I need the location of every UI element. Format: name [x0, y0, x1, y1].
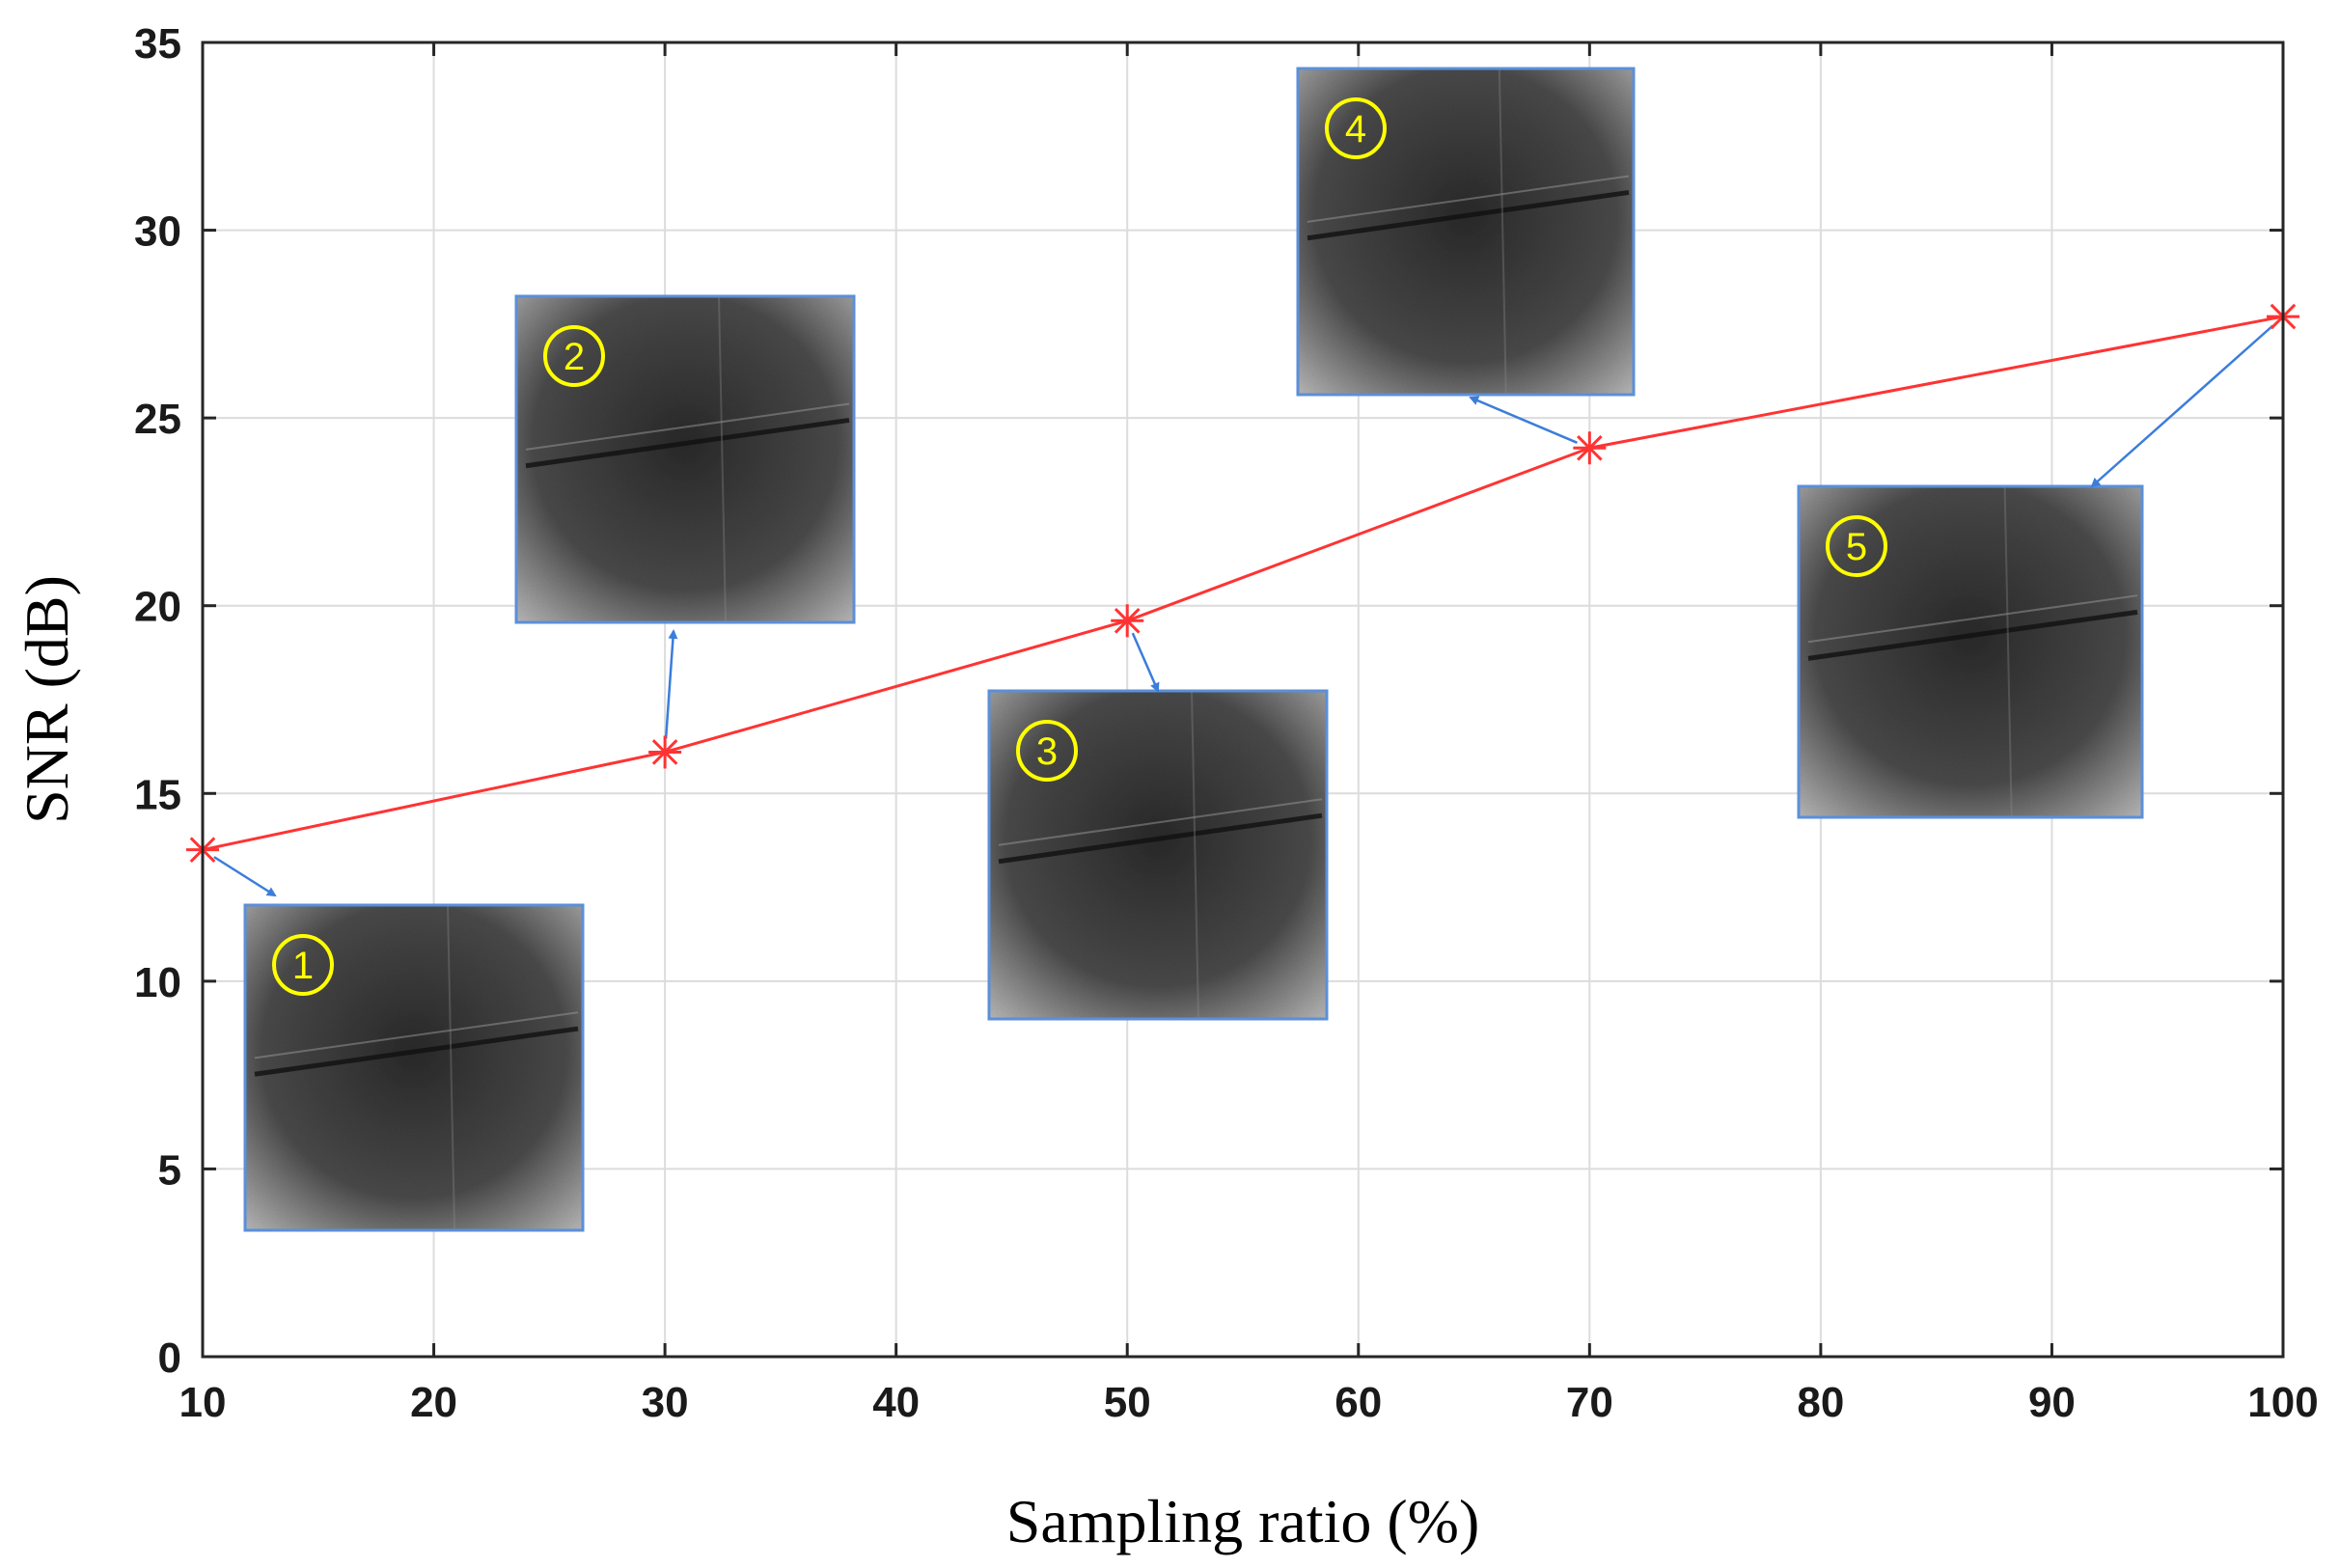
plot-frame [201, 41, 2285, 1359]
inset-arrow [2090, 324, 2274, 488]
inset-badge [272, 934, 334, 996]
inset-seam [1191, 690, 1199, 1020]
y-tick-label: 35 [134, 20, 181, 68]
inset-4: 4 [1296, 67, 1636, 397]
marker-stroke [1114, 607, 1141, 634]
inset-crack [525, 417, 850, 469]
y-tick-label: 10 [134, 959, 181, 1006]
inset-badge [1325, 97, 1387, 159]
inset-badge-label: 1 [292, 945, 314, 987]
x-tick-label: 60 [1335, 1379, 1382, 1426]
inset-arrow [1131, 632, 1160, 693]
y-tick-label: 30 [134, 208, 181, 256]
inset-border [243, 903, 585, 1232]
x-tick-label: 10 [179, 1379, 227, 1426]
y-tick-label: 20 [134, 584, 181, 631]
inset-badge [543, 325, 605, 387]
inset-3: 3 [987, 689, 1329, 1021]
inset-seam [2003, 485, 2013, 818]
x-axis-title: Sampling ratio (%) [1006, 1487, 1480, 1555]
inset-2: 2 [514, 294, 856, 624]
inset-crack-edge [1307, 175, 1630, 223]
inset-5: 5 [1797, 484, 2144, 819]
x-tick-label: 40 [872, 1379, 920, 1426]
x-tick-label: 70 [1566, 1379, 1613, 1426]
marker-stroke [1577, 434, 1603, 461]
inset-arrow [213, 856, 277, 897]
snr-point [1573, 431, 1607, 465]
inset-crack [1807, 609, 2138, 661]
inset-1: 1 [243, 903, 585, 1232]
x-tick-label: 30 [642, 1379, 689, 1426]
inset-crack [998, 812, 1323, 865]
inset-arrows [213, 324, 2274, 897]
inset-badge-label: 4 [1345, 108, 1366, 151]
inset-crack-edge [525, 402, 850, 451]
x-tick-label: 100 [2247, 1379, 2318, 1426]
inset-crack [1307, 189, 1630, 241]
inset-border [1797, 484, 2144, 819]
x-tick-label: 90 [2028, 1379, 2076, 1426]
inset-badge-label: 2 [564, 336, 585, 378]
x-tick-label: 50 [1104, 1379, 1151, 1426]
x-tick-label: 20 [410, 1379, 457, 1426]
inset-badge [1826, 515, 1887, 577]
inset-badge-label: 3 [1036, 730, 1058, 773]
y-axis-title: SNR (dB) [13, 575, 81, 824]
inset-badge-label: 5 [1846, 526, 1867, 568]
y-tick-label: 15 [134, 771, 181, 818]
inset-crack-edge [998, 798, 1323, 846]
inset-border [514, 294, 856, 624]
inset-arrow [664, 629, 678, 739]
inset-badge [1016, 720, 1078, 782]
inset-crack-edge [1807, 594, 2138, 644]
inset-seam [447, 904, 455, 1231]
marker-stroke [651, 739, 678, 765]
x-tick-label: 80 [1797, 1379, 1844, 1426]
y-tick-label: 0 [158, 1334, 181, 1382]
y-tick-label: 25 [134, 396, 181, 443]
inset-seam [1498, 68, 1507, 396]
snr-series [186, 300, 2299, 867]
inset-crack-edge [254, 1011, 579, 1059]
inset-arrow [1469, 396, 1578, 444]
inset-border [1296, 67, 1636, 397]
inset-images: 1 2 3 4 5 [243, 67, 2144, 1232]
snr-point [648, 735, 682, 769]
inset-seam [718, 295, 727, 623]
snr-point [1111, 604, 1144, 638]
inset-crack [254, 1026, 579, 1077]
y-tick-label: 5 [158, 1146, 181, 1194]
